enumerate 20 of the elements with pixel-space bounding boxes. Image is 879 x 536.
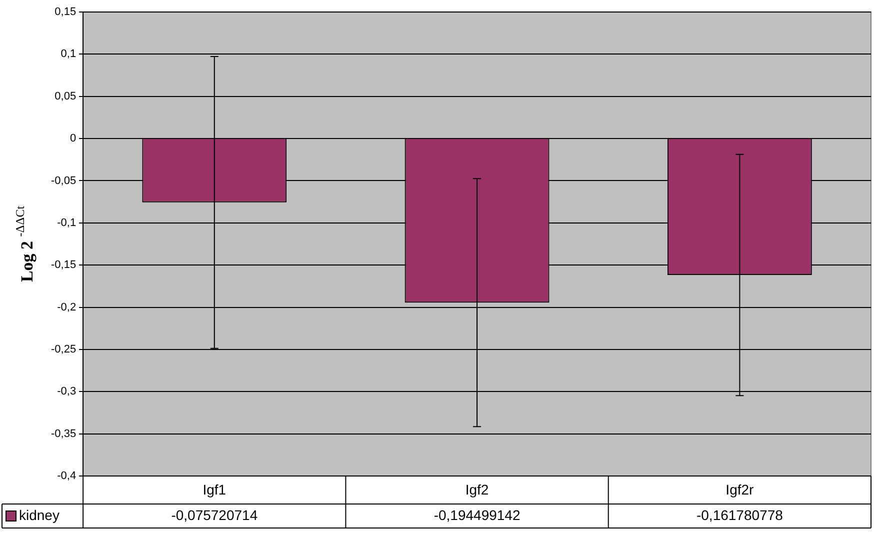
legend-label: kidney <box>19 506 60 523</box>
y-tick-label: 0,15 <box>54 6 76 18</box>
y-tick-label: -0,25 <box>50 343 76 356</box>
y-tick-label: -0,4 <box>57 470 76 482</box>
data-label: -0,194499142 <box>434 506 520 523</box>
data-label: -0,161780778 <box>696 506 784 523</box>
y-tick-label: -0,2 <box>57 301 76 314</box>
x-tick-label: Igf2 <box>465 481 489 498</box>
data-label: -0,075720714 <box>171 506 258 523</box>
x-tick-label: Igf2r <box>726 481 754 498</box>
y-tick-label: -0,1 <box>57 216 76 229</box>
x-tick-label: Igf1 <box>202 481 226 498</box>
y-tick-label: 0,1 <box>60 48 76 60</box>
y-tick-label: -0,3 <box>57 386 76 398</box>
y-tick-label: -0,15 <box>50 259 76 272</box>
y-tick-label: 0,05 <box>54 90 76 102</box>
y-tick-label: 0 <box>70 132 76 145</box>
y-tick-label: -0,35 <box>50 428 76 440</box>
y-axis-title: Log 2 -ΔΔCt <box>13 205 36 282</box>
y-tick-label: -0,05 <box>50 174 76 187</box>
